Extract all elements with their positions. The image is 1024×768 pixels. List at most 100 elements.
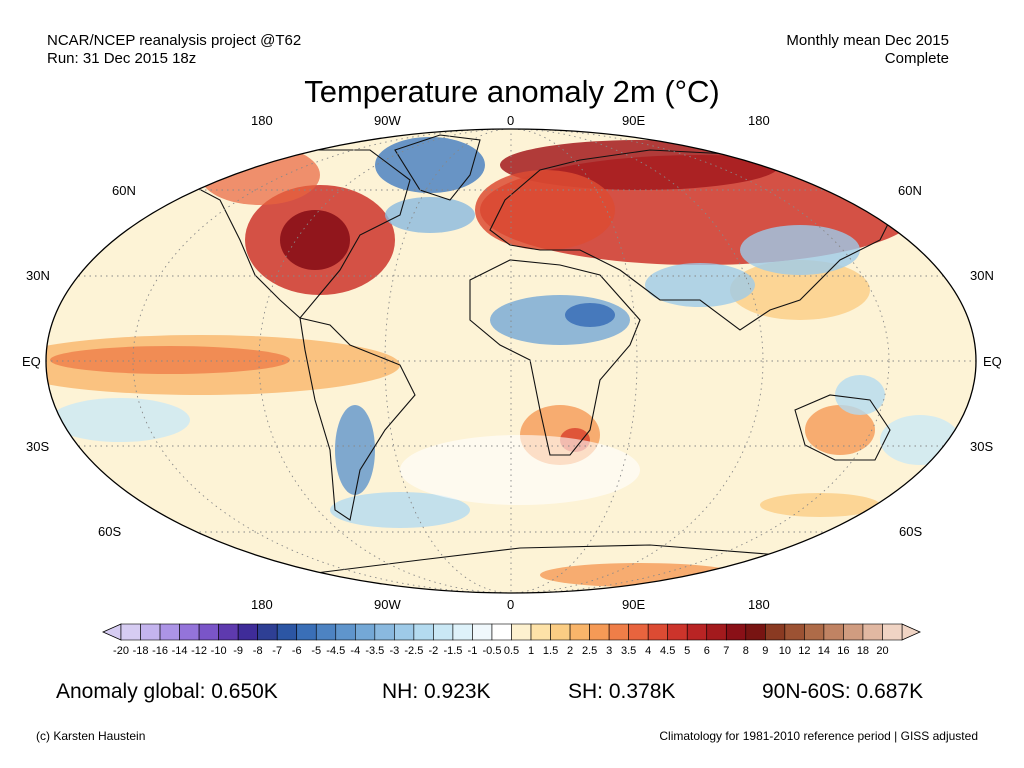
colorbar-swatch (335, 623, 356, 641)
colorbar-tick-label: 2.5 (582, 645, 597, 657)
colorbar-tick-label: -10 (211, 645, 227, 657)
status-label: Complete (884, 50, 949, 67)
colorbar-swatch (140, 623, 161, 641)
lon-label-bottom-90w: 90W (374, 597, 401, 612)
lon-label-bottom-180w: 180 (251, 597, 273, 612)
colorbar-swatch (374, 623, 395, 641)
colorbar-swatch (686, 623, 708, 641)
colorbar-tick-label: -18 (133, 645, 149, 657)
colorbar-tick-label: 7 (723, 645, 729, 657)
stat-nh: NH: 0.923K (382, 680, 491, 703)
colorbar-tick-label: -3 (389, 645, 399, 657)
colorbar-swatch (804, 623, 825, 641)
lon-label-top-0: 0 (507, 113, 515, 128)
colorbar-swatch (257, 623, 278, 641)
colorbar-swatch (198, 623, 219, 641)
colorbar-tick-label: 16 (837, 645, 849, 657)
lon-label-bottom-90e: 90E (622, 597, 646, 612)
colorbar-swatch (765, 623, 786, 641)
map-title: Temperature anomaly 2m (°C) (304, 74, 720, 109)
colorbar-swatch (491, 623, 512, 641)
colorbar-swatch (511, 623, 532, 641)
lat-label-right-60n: 60N (898, 183, 922, 198)
colorbar-tick-label: -2 (429, 645, 439, 657)
stat-sh: SH: 0.378K (568, 680, 676, 703)
colorbar-tick-label: 2 (567, 645, 573, 657)
globe-outline (45, 128, 977, 594)
colorbar-swatch (745, 623, 766, 641)
colorbar-swatch (452, 623, 473, 641)
colorbar-tick-label: 10 (779, 645, 791, 657)
colorbar-tick-label: 14 (818, 645, 830, 657)
lon-label-bottom-180e: 180 (748, 597, 770, 612)
colorbar-tick-label: -6 (292, 645, 302, 657)
colorbar-tick-label: -4 (350, 645, 360, 657)
colorbar-tick-label: -0.5 (482, 645, 501, 657)
colorbar-tick-label: -4.5 (326, 645, 345, 657)
lat-label-left-30n: 30N (26, 268, 50, 283)
colorbar-swatch (725, 623, 747, 641)
colorbar-tick-label: -16 (152, 645, 168, 657)
colorbar-tick-label: -5 (311, 645, 321, 657)
colorbar-arrow-low (102, 623, 122, 641)
colorbar-swatch (608, 623, 629, 641)
colorbar-tick-label: 3 (606, 645, 612, 657)
colorbar-swatch (315, 623, 337, 641)
colorbar-tick-label: -12 (191, 645, 207, 657)
colorbar-swatch (843, 623, 864, 641)
colorbar-tick-label: 18 (857, 645, 869, 657)
lat-label-left-eq: EQ (22, 354, 41, 369)
run-label: Run: 31 Dec 2015 18z (47, 50, 197, 67)
lat-label-left-30s: 30S (26, 439, 50, 454)
colorbar-swatch (120, 623, 141, 641)
lat-label-right-30s: 30S (970, 439, 994, 454)
colorbar-swatch (706, 623, 727, 641)
anomaly-field (46, 129, 976, 593)
colorbar-tick-label: 3.5 (621, 645, 636, 657)
colorbar-swatch (472, 623, 493, 641)
lon-label-bottom-0: 0 (507, 597, 515, 612)
colorbar-tick-label: -9 (233, 645, 243, 657)
colorbar-tick-label: 0.5 (504, 645, 519, 657)
colorbar-tick-label: -3.5 (365, 645, 384, 657)
colorbar-swatch (589, 623, 610, 641)
colorbar-tick-label: -1.5 (443, 645, 462, 657)
colorbar-swatch (569, 623, 590, 641)
colorbar-swatch (218, 623, 239, 641)
lat-label-left-60s: 60S (98, 524, 122, 539)
colorbar-arrow-high (901, 623, 921, 641)
colorbar-swatch (647, 623, 668, 641)
colorbar-swatch (159, 623, 180, 641)
colorbar-tick-label: 4.5 (660, 645, 675, 657)
credit-label: (c) Karsten Haustein (36, 729, 146, 743)
colorbar-tick-label: -14 (172, 645, 188, 657)
colorbar-swatch (433, 623, 454, 641)
colorbar-swatch (394, 623, 415, 641)
period-label: Monthly mean Dec 2015 (786, 32, 949, 49)
lat-label-left-60n: 60N (112, 183, 136, 198)
colorbar-swatch (276, 623, 298, 641)
lon-label-top-180e: 180 (748, 113, 770, 128)
colorbar-swatch (413, 623, 434, 641)
colorbar-swatch (823, 623, 844, 641)
climatology-note: Climatology for 1981-2010 reference peri… (659, 729, 978, 743)
colorbar-swatch (530, 623, 551, 641)
colorbar-tick-label: 12 (798, 645, 810, 657)
lon-label-top-90e: 90E (622, 113, 646, 128)
source-label: NCAR/NCEP reanalysis project @T62 (47, 32, 302, 49)
colorbar-swatch (296, 623, 317, 641)
colorbar-tick-label: -20 (113, 645, 129, 657)
colorbar-tick-label: -8 (253, 645, 263, 657)
lon-label-top-180w: 180 (251, 113, 273, 128)
colorbar-tick-label: 6 (704, 645, 710, 657)
colorbar-tick-label: 1 (528, 645, 534, 657)
colorbar-tick-label: 8 (743, 645, 749, 657)
colorbar-tick-label: -2.5 (404, 645, 423, 657)
stat-global: Anomaly global: 0.650K (56, 680, 278, 703)
colorbar-swatch (784, 623, 805, 641)
colorbar-tick-label: 9 (762, 645, 768, 657)
lat-label-right-eq: EQ (983, 354, 1002, 369)
colorbar-swatch (628, 623, 649, 641)
